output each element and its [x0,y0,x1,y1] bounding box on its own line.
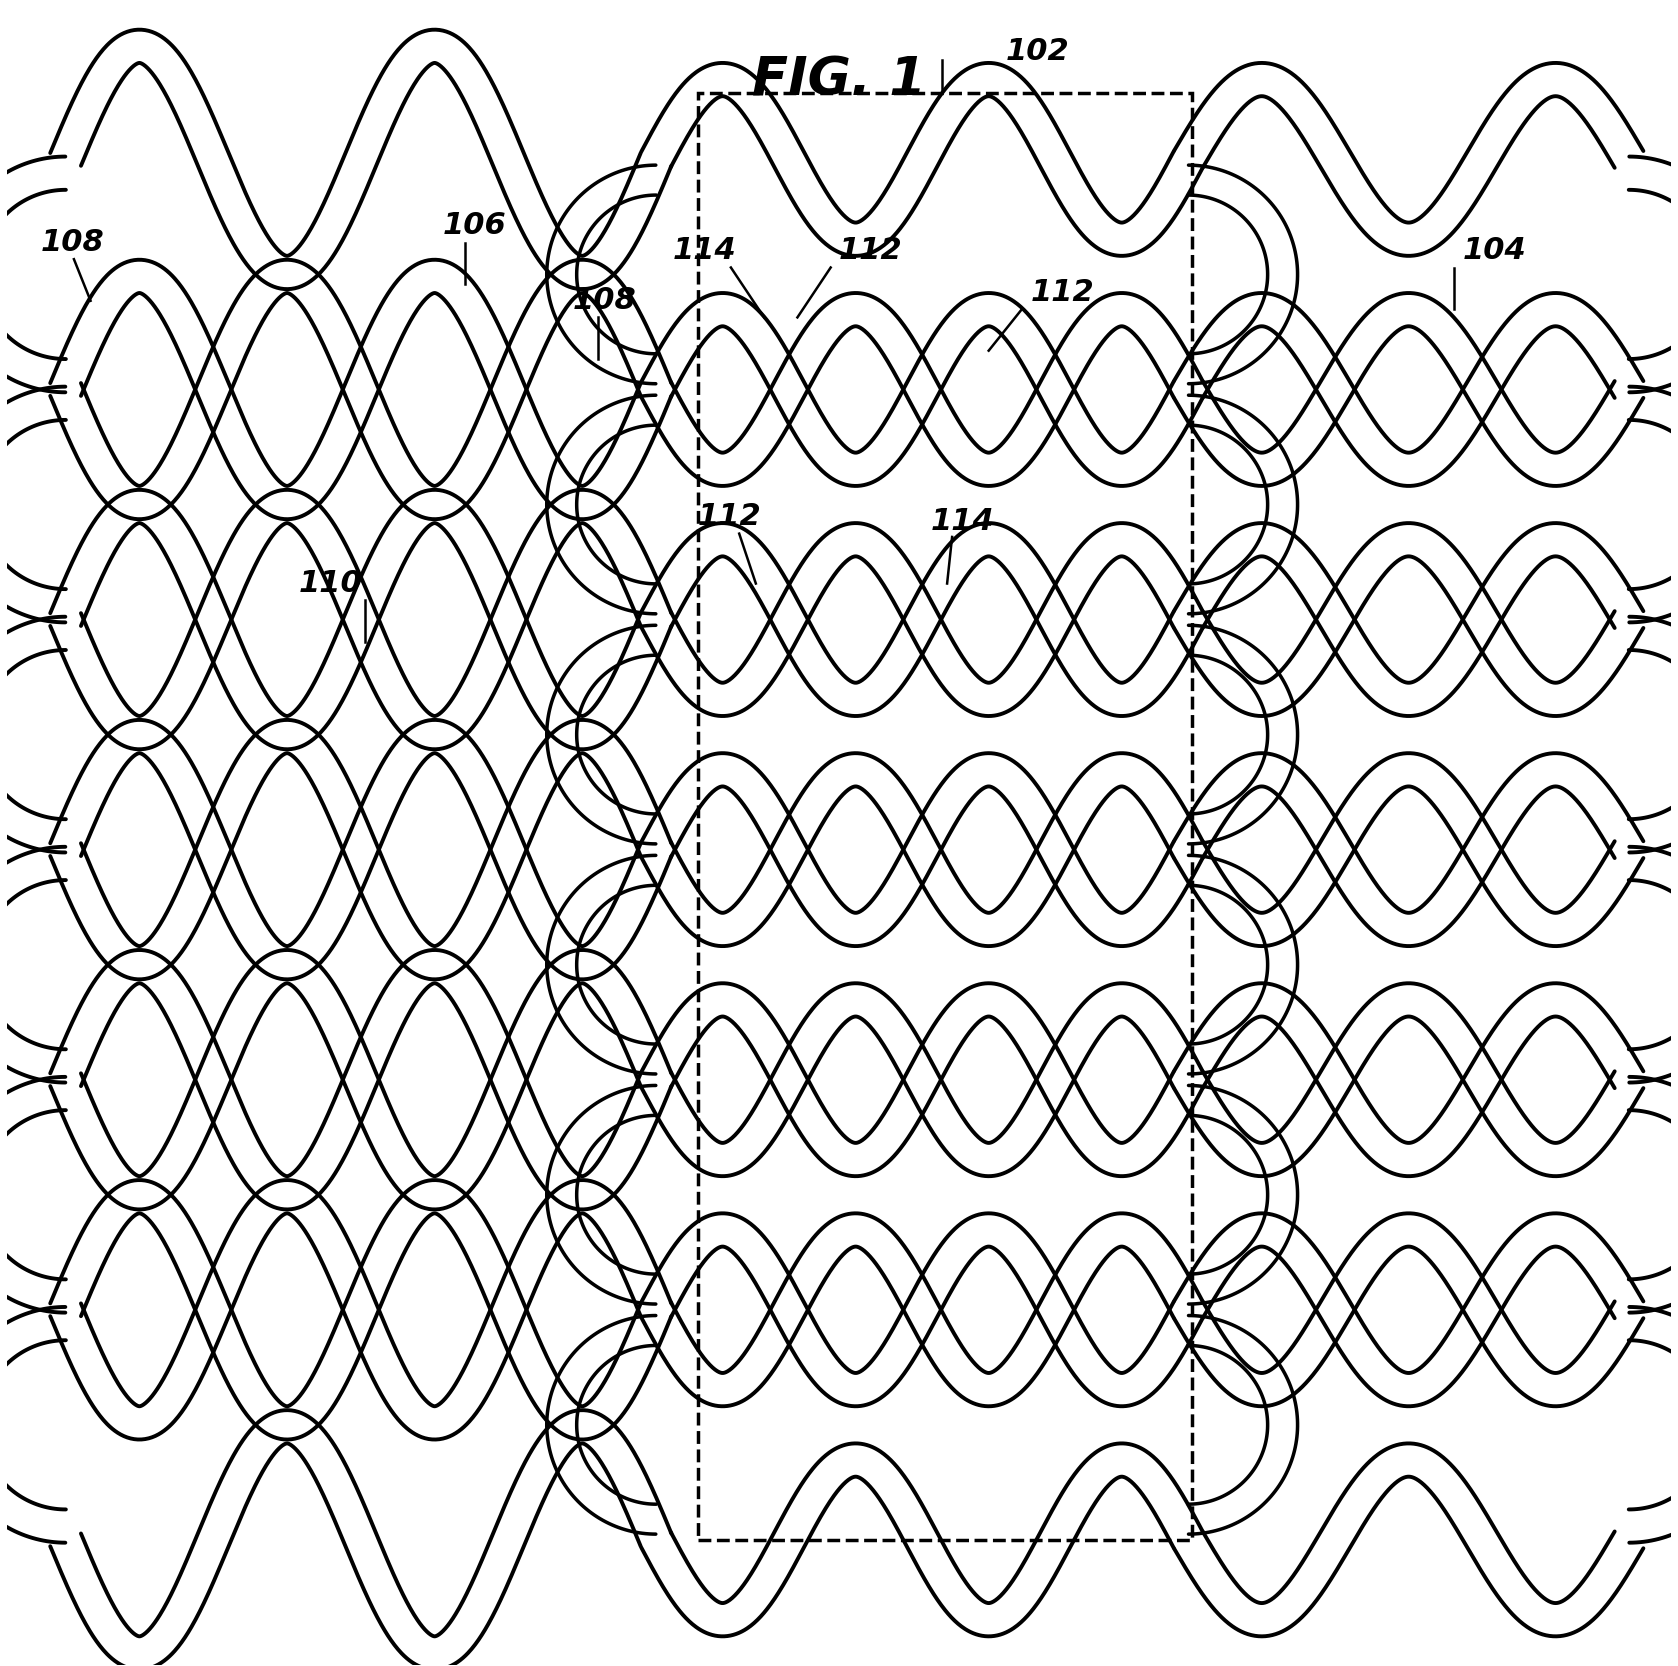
Text: FIG. 1: FIG. 1 [752,55,926,107]
Text: 104: 104 [1463,237,1527,265]
Text: 102: 102 [1005,37,1069,65]
Bar [698,93,1191,1539]
Text: 110: 110 [299,568,362,598]
Text: 112: 112 [839,237,903,265]
Text: 114: 114 [931,506,995,536]
Text: 108: 108 [572,287,636,315]
Text: 112: 112 [698,503,762,531]
Text: 114: 114 [673,237,737,265]
Text: 108: 108 [40,228,104,257]
Text: 112: 112 [1030,278,1094,307]
Text: 106: 106 [443,212,507,240]
